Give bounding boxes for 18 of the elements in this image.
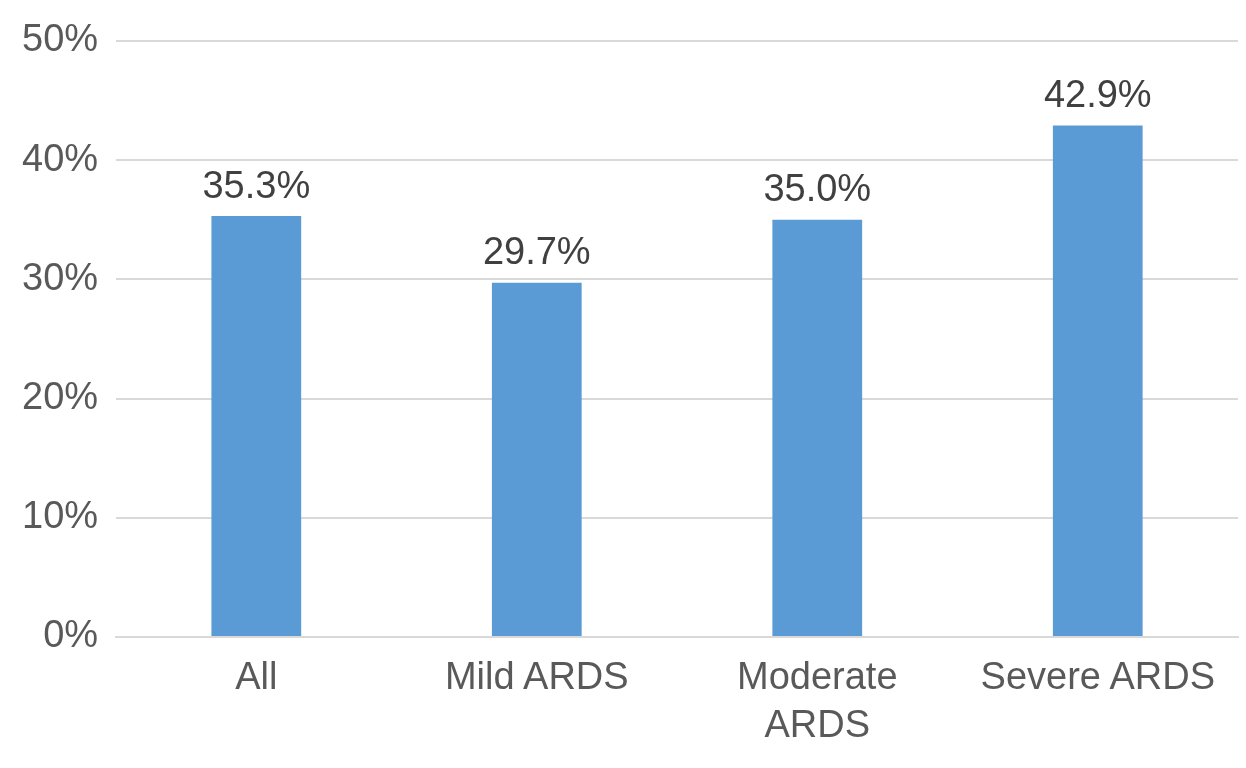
data-label: 35.3%: [202, 163, 311, 206]
x-tick-label: All: [235, 655, 278, 698]
y-tick-label: 30%: [21, 255, 99, 298]
bar: [772, 219, 863, 636]
x-tick-label: Severe ARDS: [980, 655, 1215, 698]
y-tick-label: 40%: [21, 136, 99, 179]
data-label: 42.9%: [1043, 72, 1152, 115]
y-tick-label: 20%: [21, 375, 99, 417]
x-tick-label: Mild ARDS: [444, 655, 629, 698]
data-label: 29.7%: [482, 230, 591, 273]
y-tick-label: 10%: [21, 494, 99, 537]
bar: [491, 282, 582, 636]
y-tick-label: 50%: [21, 17, 99, 60]
bar: [1052, 125, 1143, 636]
data-label: 35.0%: [763, 167, 872, 210]
y-tick-label: 0%: [43, 613, 99, 656]
x-tick-label: Moderate ARDS: [737, 655, 898, 745]
bar: [211, 216, 302, 636]
